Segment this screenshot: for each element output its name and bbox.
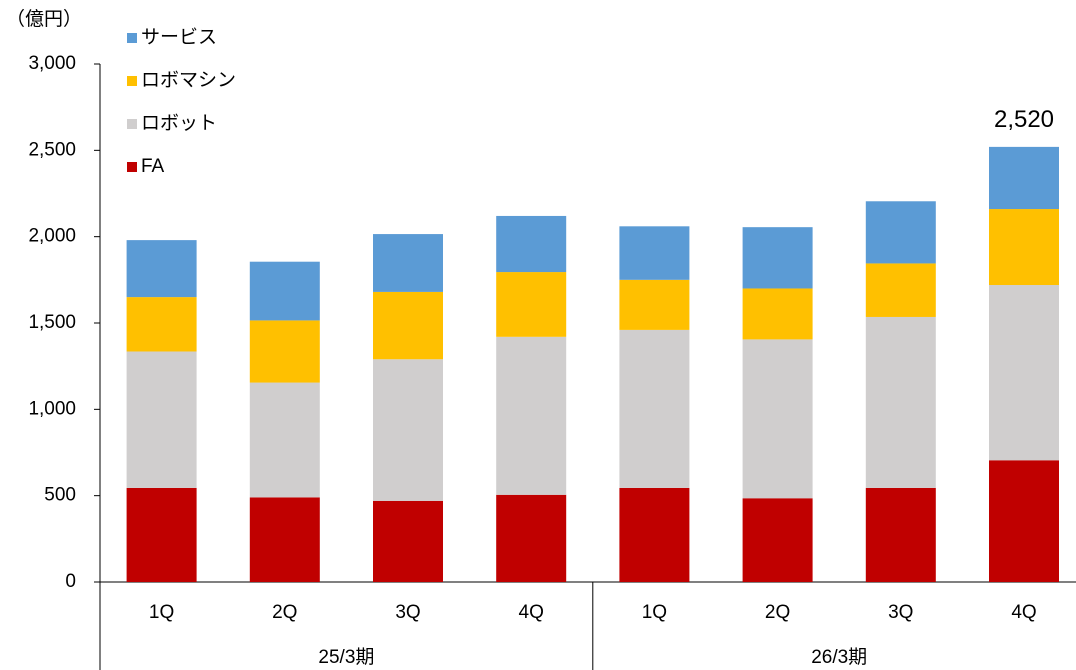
bar-segment bbox=[989, 460, 1059, 582]
bar-segment bbox=[373, 291, 443, 360]
bar-segment bbox=[496, 215, 567, 273]
bar-segment bbox=[249, 261, 320, 321]
bar-segment bbox=[619, 226, 690, 280]
x-tick-label: 4Q bbox=[1011, 602, 1036, 623]
x-tick-label: 4Q bbox=[519, 602, 544, 623]
bar-segment bbox=[496, 336, 567, 495]
bar-segment bbox=[249, 320, 320, 383]
legend-swatch bbox=[127, 33, 137, 43]
y-tick-label: 2,500 bbox=[28, 139, 76, 160]
legend-label: サービス bbox=[141, 26, 217, 48]
legend-swatch bbox=[127, 162, 137, 172]
bar-segment bbox=[989, 146, 1059, 210]
bar-segment bbox=[373, 359, 443, 501]
x-tick-label: 1Q bbox=[149, 602, 174, 623]
bar-segment bbox=[619, 329, 690, 488]
y-tick-label: 500 bbox=[44, 485, 76, 506]
bar-segment bbox=[496, 494, 567, 582]
bar-segment bbox=[989, 285, 1059, 461]
x-tick-label: 2Q bbox=[272, 602, 297, 623]
bar-segment bbox=[989, 209, 1059, 286]
bar-segment bbox=[865, 201, 936, 264]
bar-segment bbox=[742, 227, 813, 289]
bar-segment bbox=[496, 272, 567, 337]
x-tick-label: 1Q bbox=[642, 602, 667, 623]
bar-segment bbox=[373, 500, 443, 582]
bar-segment bbox=[742, 498, 813, 582]
bar-segment bbox=[865, 316, 936, 488]
legend-label: ロボマシン bbox=[141, 69, 236, 91]
bar-segment bbox=[619, 487, 690, 582]
bar-segment bbox=[126, 297, 197, 352]
x-tick-label: 3Q bbox=[395, 602, 420, 623]
bar-segment bbox=[619, 279, 690, 330]
bar-segment bbox=[126, 240, 197, 298]
legend-label: ロボット bbox=[141, 112, 217, 134]
bar-segment bbox=[742, 288, 813, 340]
legend-swatch bbox=[127, 76, 137, 86]
bar-segment bbox=[126, 487, 197, 582]
total-label: 2,520 bbox=[994, 106, 1054, 133]
y-tick-label: 1,500 bbox=[28, 312, 76, 333]
group-label: 25/3期 bbox=[318, 646, 374, 668]
y-tick-label: 2,000 bbox=[28, 226, 76, 247]
y-tick-label: 0 bbox=[65, 571, 76, 592]
bar-segment bbox=[249, 497, 320, 582]
bar-segment bbox=[373, 234, 443, 292]
legend-label: FA bbox=[141, 156, 165, 177]
bar-segment bbox=[126, 351, 197, 488]
x-tick-label: 3Q bbox=[888, 602, 913, 623]
bar-segment bbox=[865, 263, 936, 317]
y-tick-label: 3,000 bbox=[28, 53, 76, 74]
bar-segment bbox=[865, 487, 936, 582]
bar-segment bbox=[742, 339, 813, 499]
x-tick-label: 2Q bbox=[765, 602, 790, 623]
bar-segment bbox=[249, 382, 320, 498]
y-tick-label: 1,000 bbox=[28, 398, 76, 419]
group-label: 26/3期 bbox=[811, 646, 867, 668]
y-unit: （億円） bbox=[6, 8, 82, 30]
legend-swatch bbox=[127, 119, 137, 129]
